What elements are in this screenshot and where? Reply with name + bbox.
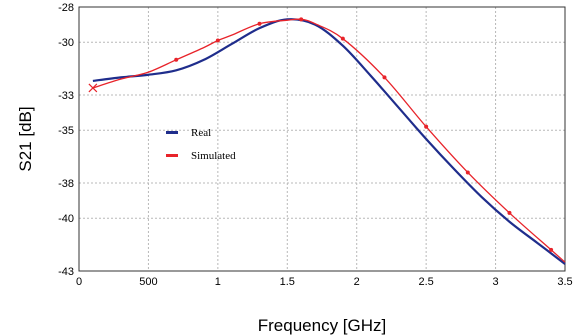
x-tick-label: 2.5: [418, 276, 433, 288]
point-marker-simulated: [88, 83, 98, 93]
legend-label-simulated: Simulated: [191, 150, 236, 162]
x-tick-label: 1.5: [280, 276, 295, 288]
point-marker-simulated: [299, 17, 304, 22]
x-tick-label: 3.5: [557, 276, 572, 288]
y-tick-label: -38: [58, 178, 74, 190]
series-layer: [88, 17, 566, 265]
y-tick-label: -30: [58, 37, 74, 49]
legend-item-simulated: Simulated: [166, 150, 236, 162]
y-tick-label: -43: [58, 266, 74, 278]
point-marker-simulated: [174, 57, 179, 62]
point-marker-simulated: [382, 75, 387, 80]
tick-labels: 0 500 1 1.5 2 2.5 3 3.5 -28 -30 -33 -35 -38 -40 -43: [58, 2, 573, 288]
series-line-real: [92, 18, 566, 265]
point-marker-simulated: [507, 210, 512, 215]
point-marker-simulated: [424, 124, 429, 129]
x-tick-label: 3: [493, 276, 499, 288]
legend: Real Simulated: [166, 127, 236, 162]
x-tick-label: 2: [354, 276, 360, 288]
y-tick-label: -28: [58, 2, 74, 14]
x-tick-label: 500: [139, 276, 157, 288]
legend-label-real: Real: [191, 127, 211, 139]
point-marker-simulated: [215, 38, 220, 43]
point-marker-simulated: [549, 247, 554, 252]
point-marker-simulated: [257, 21, 262, 26]
x-tick-label: 0: [76, 276, 82, 288]
legend-swatch-real: [166, 131, 178, 134]
y-tick-label: -35: [58, 125, 74, 137]
legend-swatch-simulated: [166, 154, 178, 157]
x-tick-label: 1: [215, 276, 221, 288]
series-line-simulated: [92, 18, 566, 263]
grid: [79, 7, 565, 271]
point-marker-simulated: [340, 36, 345, 41]
y-axis-title: S21 [dB]: [16, 106, 35, 171]
plot-frame: [78, 6, 566, 272]
y-tick-label: -40: [58, 213, 74, 225]
point-marker-simulated: [465, 170, 470, 175]
y-tick-label: -33: [58, 90, 74, 102]
x-axis-title: Frequency [GHz]: [258, 316, 387, 335]
legend-item-real: Real: [166, 127, 211, 139]
